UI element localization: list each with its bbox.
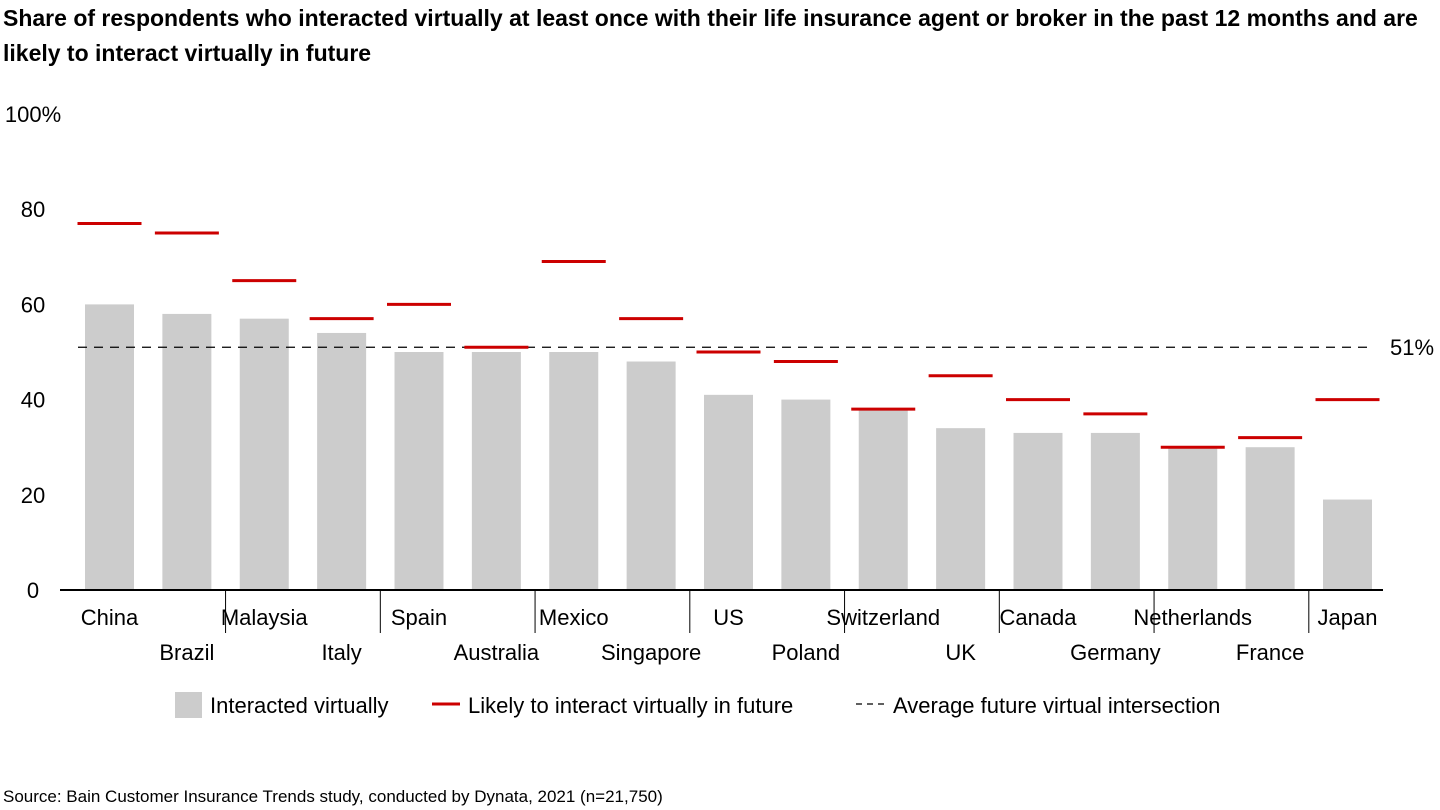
bar-canada (1013, 432, 1063, 590)
x-tick-label-canada: Canada (999, 605, 1077, 630)
bar-singapore (626, 361, 676, 590)
x-tick-label-australia: Australia (454, 640, 540, 665)
bar-malaysia (239, 318, 289, 590)
x-tick-label-france: France (1236, 640, 1304, 665)
x-tick-label-germany: Germany (1070, 640, 1160, 665)
x-tick-label-us: US (713, 605, 744, 630)
x-tick-label-netherlands: Netherlands (1133, 605, 1252, 630)
source-note: Source: Bain Customer Insurance Trends s… (3, 787, 663, 806)
y-tick-label-80: 80 (21, 197, 45, 222)
bar-brazil (162, 313, 212, 590)
chart-title: Share of respondents who interacted virt… (3, 5, 1418, 66)
x-tick-label-switzerland: Switzerland (826, 605, 940, 630)
x-tick-label-poland: Poland (772, 640, 841, 665)
x-tick-label-china: China (81, 605, 139, 630)
legend-label-interacted: Interacted virtually (210, 693, 389, 718)
bar-germany (1090, 432, 1140, 590)
bars-group (85, 304, 1372, 590)
y-tick-label-40: 40 (21, 388, 45, 413)
bar-japan (1323, 499, 1372, 590)
bar-us (704, 394, 753, 590)
bar-italy (317, 332, 367, 590)
bar-netherlands (1168, 447, 1218, 590)
legend: Interacted virtually Likely to interact v… (175, 692, 1220, 718)
legend-swatch-interacted (175, 692, 202, 718)
bar-france (1245, 447, 1295, 590)
y-tick-label-20: 20 (21, 483, 45, 508)
bar-china (85, 304, 134, 590)
x-tick-label-italy: Italy (321, 640, 361, 665)
legend-label-average: Average future virtual intersection (893, 693, 1220, 718)
x-tick-label-malaysia: Malaysia (221, 605, 309, 630)
x-tick-label-singapore: Singapore (601, 640, 701, 665)
average-reference-label: 51% (1390, 335, 1434, 360)
bar-uk (936, 428, 986, 590)
x-tick-label-uk: UK (945, 640, 976, 665)
x-tick-label-brazil: Brazil (159, 640, 214, 665)
markers-group (77, 221, 1380, 449)
y-tick-label-100: 100% (5, 102, 61, 127)
y-tick-label-60: 60 (21, 292, 45, 317)
x-tick-label-japan: Japan (1318, 605, 1378, 630)
y-tick-label-0: 0 (27, 578, 39, 603)
bar-switzerland (858, 409, 908, 590)
bar-australia (471, 352, 521, 590)
legend-label-likely: Likely to interact virtually in future (468, 693, 793, 718)
y-axis-ticks: 0 20 40 60 80 100% (5, 102, 61, 603)
x-tick-label-mexico: Mexico (539, 605, 609, 630)
bar-mexico (549, 352, 599, 590)
chart-area: 0 20 40 60 80 100% 51% China Brazil Malaysia Ita… (5, 102, 1434, 718)
bar-spain (394, 352, 444, 590)
x-axis-labels: China Brazil Malaysia Italy Spain Australia Me… (81, 590, 1378, 665)
x-tick-label-spain: Spain (391, 605, 447, 630)
bar-poland (781, 399, 831, 590)
